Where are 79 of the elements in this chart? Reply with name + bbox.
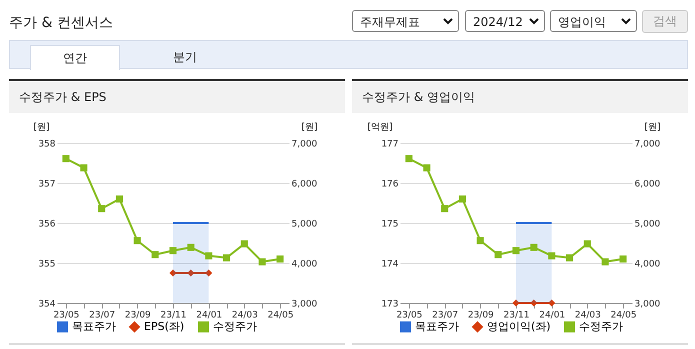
text: 영업이익 bbox=[558, 15, 606, 29]
point bbox=[584, 240, 591, 248]
point bbox=[80, 164, 88, 172]
point bbox=[423, 164, 430, 172]
legend-label: 목표주가 bbox=[415, 320, 459, 333]
y-tick-label: 354 bbox=[38, 300, 56, 310]
point bbox=[187, 244, 194, 251]
point bbox=[276, 255, 284, 263]
y-tick-label: 173 bbox=[381, 300, 398, 310]
x-tick-label: 23/05 bbox=[53, 310, 80, 320]
y-tick-label: 355 bbox=[38, 260, 56, 270]
x-tick-label: 23/11 bbox=[160, 310, 186, 320]
legend-label: 영업이익(좌) bbox=[487, 320, 551, 333]
x-tick-label: 23/09 bbox=[468, 310, 494, 320]
y-tick-label: 358 bbox=[38, 140, 56, 150]
x-tick-label: 24/03 bbox=[232, 310, 258, 320]
x-tick-label: 23/07 bbox=[89, 310, 116, 320]
y-tick-label: 177 bbox=[381, 140, 398, 150]
point bbox=[566, 254, 574, 262]
x-tick-label: 23/07 bbox=[432, 310, 458, 320]
x-tick-label: 23/09 bbox=[124, 310, 152, 320]
text: 2024/12 bbox=[473, 15, 523, 29]
text: 주재무제표 bbox=[360, 15, 420, 29]
y-tick-label: 356 bbox=[38, 220, 56, 230]
chart-title: 수정주가 & EPS bbox=[9, 81, 345, 113]
point bbox=[530, 244, 538, 251]
point bbox=[134, 237, 141, 244]
chart-title: 수정주가 & 영업이익 bbox=[352, 81, 688, 113]
point bbox=[512, 247, 520, 254]
y-tick-label: 174 bbox=[381, 260, 399, 270]
x-tick-label: 24/05 bbox=[610, 310, 637, 320]
y-tick-label: 175 bbox=[381, 220, 398, 230]
point bbox=[116, 195, 123, 203]
text: 분기 bbox=[172, 49, 198, 66]
point bbox=[441, 205, 448, 212]
y-axis-title: [억원] bbox=[367, 122, 392, 132]
x-tick-label: 23/05 bbox=[396, 310, 422, 320]
x-tick-label: 24/03 bbox=[574, 310, 601, 320]
point bbox=[98, 205, 106, 212]
y2-tick-label: 7,000 bbox=[292, 140, 318, 150]
x-tick-label: 23/11 bbox=[504, 310, 530, 320]
y2-tick-label: 3,000 bbox=[634, 300, 661, 310]
point bbox=[223, 254, 230, 262]
point bbox=[602, 258, 609, 266]
point bbox=[620, 255, 627, 263]
legend-label: 수정주가 bbox=[213, 320, 257, 333]
y-axis-title: [원] bbox=[33, 122, 50, 132]
point bbox=[494, 251, 502, 258]
point bbox=[240, 240, 248, 248]
y-tick-label: 176 bbox=[381, 180, 399, 190]
y2-tick-label: 5,000 bbox=[634, 220, 661, 230]
y2-tick-label: 6,000 bbox=[292, 180, 318, 190]
point bbox=[405, 155, 412, 162]
y2-axis-title: [원] bbox=[301, 122, 318, 132]
y2-tick-label: 5,000 bbox=[292, 220, 318, 230]
y-tick-label: 357 bbox=[38, 180, 56, 190]
y2-tick-label: 4,000 bbox=[292, 260, 318, 270]
point bbox=[476, 237, 484, 244]
legend-label: 수정주가 bbox=[579, 320, 623, 333]
point bbox=[169, 247, 177, 254]
x-tick-label: 24/01 bbox=[539, 310, 566, 320]
point bbox=[258, 258, 266, 266]
text: 검색 bbox=[642, 10, 688, 33]
point bbox=[205, 252, 212, 260]
point bbox=[152, 251, 159, 258]
y2-tick-label: 4,000 bbox=[634, 260, 661, 270]
text: 연간 bbox=[30, 45, 120, 70]
y2-axis-title: [원] bbox=[644, 122, 660, 132]
x-tick-label: 24/05 bbox=[268, 310, 294, 320]
point bbox=[62, 155, 70, 162]
legend-label: 목표주가 bbox=[72, 320, 116, 333]
y2-tick-label: 3,000 bbox=[292, 300, 318, 310]
point bbox=[548, 252, 556, 260]
text: 주가 & 컨센서스 bbox=[9, 14, 113, 32]
legend-label: EPS(좌) bbox=[144, 320, 184, 333]
y2-tick-label: 7,000 bbox=[634, 140, 661, 150]
y2-tick-label: 6,000 bbox=[634, 180, 661, 190]
point bbox=[458, 195, 466, 203]
x-tick-label: 24/01 bbox=[196, 310, 222, 320]
